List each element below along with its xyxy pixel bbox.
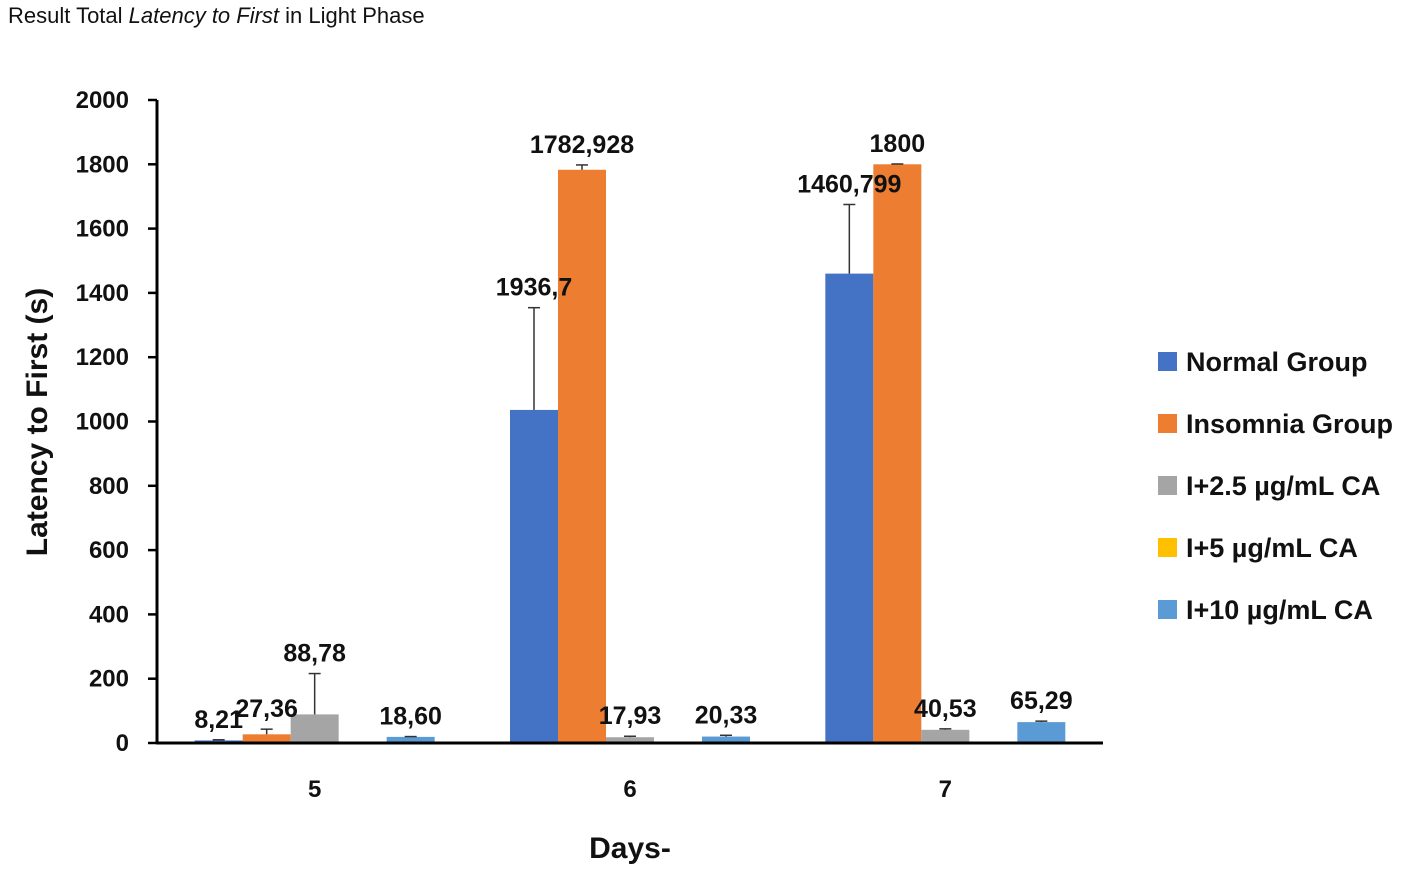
- title-prefix: Result Total: [8, 3, 129, 28]
- legend-label: I+10 µg/mL CA: [1186, 595, 1373, 625]
- legend-swatch: [1158, 600, 1177, 619]
- data-label: 1800: [870, 130, 926, 158]
- bar-i-10-g-ml-ca-day-6: [702, 736, 750, 743]
- legend-label: Normal Group: [1186, 347, 1368, 377]
- data-label: 88,78: [283, 640, 346, 668]
- legend-label: Insomnia Group: [1186, 409, 1393, 439]
- y-tick-label: 400: [89, 601, 129, 628]
- data-label: 18,60: [379, 703, 442, 731]
- figure-title: Result Total Latency to First in Light P…: [8, 3, 425, 29]
- x-tick-label: 5: [308, 776, 321, 803]
- x-tick-label: 7: [939, 776, 952, 803]
- legend-swatch: [1158, 476, 1177, 495]
- data-label: 65,29: [1010, 687, 1073, 715]
- legend-swatch: [1158, 538, 1177, 557]
- data-label: 17,93: [599, 702, 662, 730]
- y-tick-label: 2000: [76, 87, 129, 114]
- bar-i-10-g-ml-ca-day-7: [1017, 722, 1066, 743]
- axes-layer: 0 200 400 600 800 1000 1200 1400 1600 1800 2000 5 6 7…: [21, 87, 1103, 865]
- bar-normal-group-day-6: [510, 409, 558, 743]
- title-emphasis: Latency to First: [128, 3, 280, 28]
- legend-swatch: [1158, 352, 1177, 371]
- data-label: 27,36: [235, 695, 298, 723]
- x-tick-label: 6: [623, 776, 636, 803]
- y-tick-label: 600: [89, 537, 129, 564]
- bar-insomnia-group-day-7: [873, 164, 922, 744]
- data-label: 1460,799: [797, 170, 901, 198]
- bars-layer: [194, 163, 1066, 744]
- y-tick-label: 1200: [76, 344, 129, 371]
- data-label: 8,21: [194, 706, 243, 734]
- legend-label: I+5 µg/mL CA: [1186, 533, 1358, 563]
- title-suffix: in Light Phase: [279, 3, 425, 28]
- y-tick-label: 800: [89, 473, 129, 500]
- y-axis-title: Latency to First (s): [21, 288, 54, 556]
- bar-insomnia-group-day-6: [558, 169, 606, 743]
- y-tick-label: 0: [116, 730, 129, 757]
- labels-layer: 8,21 1936,7 1460,799 27,36 1782,928 1800 88,78…: [194, 130, 1072, 734]
- data-label: 1782,928: [530, 131, 634, 159]
- bar-i-2-5-g-ml-ca-day-7: [921, 729, 970, 743]
- legend: Normal Group Insomnia Group I+2.5 µg/mL CA…: [1158, 347, 1393, 625]
- data-label: 1936,7: [496, 274, 572, 302]
- bar-normal-group-day-7: [825, 273, 874, 743]
- x-axis-title: Days-: [589, 832, 671, 865]
- y-tick-label: 1800: [76, 151, 129, 178]
- bar-insomnia-group-day-5: [242, 734, 291, 743]
- bar-i-10-g-ml-ca-day-5: [386, 736, 435, 743]
- bar-i-2-5-g-ml-ca-day-6: [606, 737, 654, 743]
- legend-swatch: [1158, 414, 1177, 433]
- data-label: 40,53: [914, 695, 977, 723]
- data-label: 20,33: [695, 701, 758, 729]
- bar-i-2-5-g-ml-ca-day-5: [290, 714, 339, 743]
- y-tick-label: 1400: [76, 280, 129, 307]
- legend-label: I+2.5 µg/mL CA: [1186, 471, 1380, 501]
- y-tick-label: 200: [89, 666, 129, 693]
- y-tick-label: 1000: [76, 409, 129, 436]
- y-tick-label: 1600: [76, 216, 129, 243]
